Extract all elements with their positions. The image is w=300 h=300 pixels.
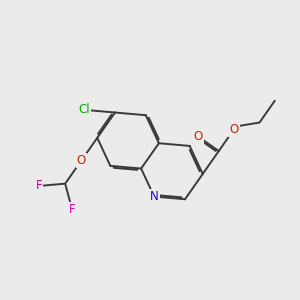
Text: O: O bbox=[76, 154, 86, 167]
Text: O: O bbox=[230, 123, 238, 136]
Text: N: N bbox=[150, 190, 159, 203]
Text: Cl: Cl bbox=[78, 103, 90, 116]
Text: O: O bbox=[194, 130, 203, 143]
Text: F: F bbox=[69, 203, 75, 216]
Text: F: F bbox=[35, 179, 42, 193]
